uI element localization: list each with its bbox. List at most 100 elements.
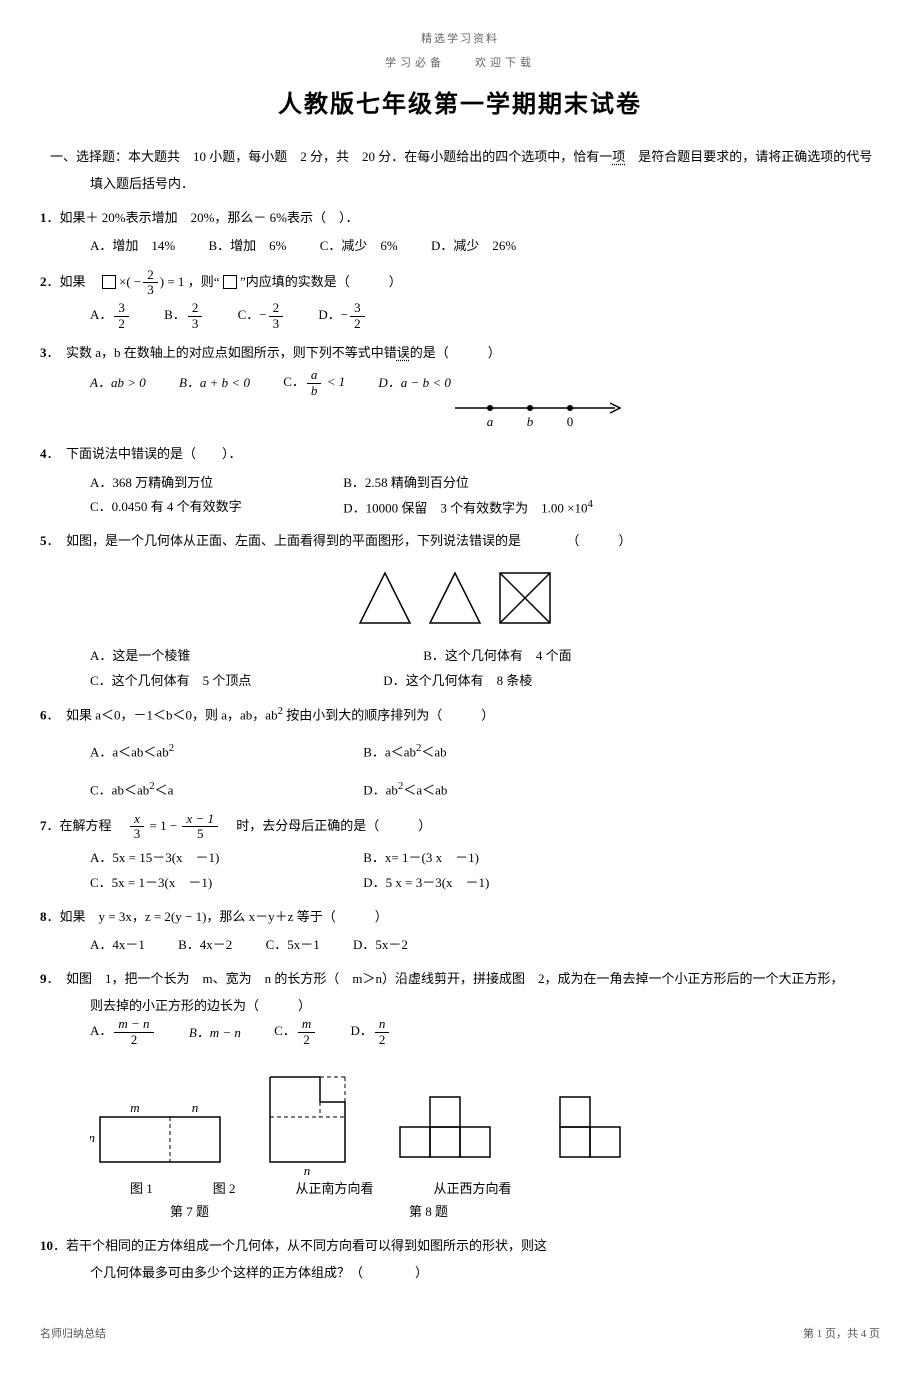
fig2-label: 图 2 xyxy=(213,1177,236,1200)
intro-text-1c: 是符合题目要求的，请将正确选项的代号 xyxy=(625,149,872,164)
q6c-b: ＜a xyxy=(155,782,174,797)
svg-text:n: n xyxy=(90,1130,95,1145)
question-9: 9． 如图 1，把一个长为 m、宽为 n 的长方形（ m＞n）沿虚线剪开，拼接成… xyxy=(40,967,880,990)
sub-cap-1: 第 7 题 xyxy=(170,1200,209,1223)
footer-left: 名师归纳总结 xyxy=(40,1325,106,1345)
q9-stem: ． 如图 1，把一个长为 m、宽为 n 的长方形（ m＞n）沿虚线剪开，拼接成图… xyxy=(47,971,844,986)
q2b-num: 2 xyxy=(188,301,203,316)
question-8: 8．如果 y = 3x，z = 2(y − 1)，那么 x－y＋z 等于（ ） xyxy=(40,905,880,928)
q1-opt-c: C．减少 6% xyxy=(320,234,398,257)
q6-opt-a: A．a＜ab＜ab2 xyxy=(90,739,330,764)
q1-opt-a: A．增加 14% xyxy=(90,234,175,257)
header-small-1: 精选学习资料 xyxy=(40,30,880,50)
q9c-den: 2 xyxy=(298,1033,315,1047)
q2-stem-a: ．如果 xyxy=(47,273,99,288)
q5-opt-c: C．这个几何体有 5 个顶点 xyxy=(90,669,350,692)
q2c-den: 3 xyxy=(269,317,284,331)
south-view-icon xyxy=(390,1087,520,1177)
q8-stem: ．如果 y = 3x，z = 2(y − 1)，那么 x－y＋z 等于（ ） xyxy=(47,909,388,924)
question-7: 7．在解方程 x3 = 1 − x − 15 时，去分母后正确的是（ ） xyxy=(40,812,880,842)
q7-frac1: x3 xyxy=(130,812,145,842)
page-title: 人教版七年级第一学期期末试卷 xyxy=(40,84,880,127)
q2-frac-den: 3 xyxy=(143,283,158,297)
q7-opt-b: B．x= 1－(3 x －1) xyxy=(363,846,479,869)
q3c-rest: < 1 xyxy=(323,374,345,389)
q8-opt-d: D．5x－2 xyxy=(353,933,408,956)
q6-opt-d: D．ab2＜a＜ab xyxy=(363,777,447,802)
q7f2-num: x − 1 xyxy=(182,812,218,827)
q7-options-1: A．5x = 15－3(x －1) B．x= 1－(3 x －1) xyxy=(90,845,880,870)
q6-options-1: A．a＜ab＜ab2 B．a＜ab2＜ab xyxy=(90,739,880,764)
q2d-num: 3 xyxy=(350,301,365,316)
q9d-num: n xyxy=(375,1017,390,1032)
q3c-num: a xyxy=(307,368,322,383)
q4-options-1: A．368 万精确到万位 B．2.58 精确到百分位 xyxy=(90,469,880,494)
q5-figures xyxy=(40,563,880,633)
q2c-num: 2 xyxy=(269,301,284,316)
q6-opt-b: B．a＜ab2＜ab xyxy=(363,739,446,764)
q7f2-den: 5 xyxy=(182,827,218,841)
q7-eq: = 1 − xyxy=(150,817,181,832)
box-icon xyxy=(102,275,116,289)
axis-b: b xyxy=(527,414,534,429)
q7-opt-d: D．5 x = 3－3(x －1) xyxy=(363,871,489,894)
header-small-2: 学习必备 欢迎下载 xyxy=(40,54,880,74)
q5-options-1: A．这是一个棱锥 B．这个几何体有 4 个面 xyxy=(90,643,880,668)
q10-stem1: ．若干个相同的正方体组成一个几何体，从不同方向看可以得到如图所示的形状，则这 xyxy=(53,1238,547,1253)
q9-opt-d: D．n2 xyxy=(350,1017,391,1047)
q6d-b: ＜a＜ab xyxy=(403,782,447,797)
question-1: 1．如果＋ 20%表示增加 20%，那么－ 6%表示（ ）． xyxy=(40,206,880,229)
q4-stem: ． 下面说法中错误的是（ ）． xyxy=(47,446,242,461)
number-line-icon: a b 0 xyxy=(450,398,630,432)
axis-0: 0 xyxy=(567,414,574,429)
q5-opt-b: B．这个几何体有 4 个面 xyxy=(423,644,571,667)
q3-stem-c: 的是（ ） xyxy=(410,345,501,360)
q4-options-2: C．0.0450 有 4 个有效数字 D．10000 保留 3 个有效数字为 1… xyxy=(90,494,880,519)
q2d-den: 2 xyxy=(350,317,365,331)
q7-frac2: x − 15 xyxy=(182,812,218,842)
sub-cap-2: 第 8 题 xyxy=(409,1200,448,1223)
q1-opt-b: B．增加 6% xyxy=(208,234,286,257)
q4d-a: D．10000 保留 3 个有效数字为 1.00 ×10 xyxy=(343,500,587,515)
q3-stem-a: ． 实数 a，b 在数轴上的对应点如图所示，则下列不等式中错 xyxy=(47,345,397,360)
q9-opt-a: A．m − n2 xyxy=(90,1017,156,1047)
south-label: 从正南方向看 xyxy=(296,1177,374,1200)
q6a-a: A．a＜ab＜ab xyxy=(90,745,169,760)
q9-stem2: 则去掉的小正方形的边长为（ ） xyxy=(90,994,880,1017)
q9a-num: m − n xyxy=(114,1017,153,1032)
svg-text:n: n xyxy=(192,1100,199,1115)
axis-a: a xyxy=(487,414,494,429)
q6-stem-a: ． 如果 a＜0，－1＜b＜0，则 a，ab，ab xyxy=(47,707,278,722)
q2b-den: 3 xyxy=(188,317,203,331)
fig1-icon: m n n xyxy=(90,1077,230,1177)
fig1-label: 图 1 xyxy=(130,1177,153,1200)
svg-text:n: n xyxy=(304,1163,311,1177)
q4-opt-c: C．0.0450 有 4 个有效数字 xyxy=(90,495,310,518)
q3-opt-b: B．a + b < 0 xyxy=(179,371,250,394)
q3-stem-b: 误 xyxy=(397,345,410,360)
q3-number-line: a b 0 xyxy=(200,398,880,432)
q4-opt-b: B．2.58 精确到百分位 xyxy=(343,471,469,494)
west-view-icon xyxy=(550,1087,640,1177)
intro-text-1a: 一、选择题：本大题共 10 小题，每小题 2 分，共 20 分．在每小题给出的四… xyxy=(50,149,612,164)
fig2-icon: n xyxy=(260,1067,360,1177)
q1-stem: ．如果＋ 20%表示增加 20%，那么－ 6%表示（ ）． xyxy=(47,210,359,225)
west-label: 从正西方向看 xyxy=(434,1177,512,1200)
q2-opt-b: B．23 xyxy=(164,301,204,331)
q7-opt-a: A．5x = 15－3(x －1) xyxy=(90,846,330,869)
question-3: 3． 实数 a，b 在数轴上的对应点如图所示，则下列不等式中错误的是（ ） xyxy=(40,341,880,364)
q6d-a: D．ab xyxy=(363,782,398,797)
q3-opt-a: A．ab > 0 xyxy=(90,371,146,394)
q2a-den: 2 xyxy=(114,317,129,331)
q3-opt-c: C．ab < 1 xyxy=(283,368,345,398)
q7f1-num: x xyxy=(130,812,145,827)
q6-stem-b: 按由小到大的顺序排列为（ ） xyxy=(283,707,494,722)
q5-views-icon xyxy=(350,563,570,633)
page-footer: 名师归纳总结 第 1 页，共 4 页 xyxy=(40,1325,880,1345)
q2-stem-b: ，则“ xyxy=(188,273,220,288)
q6a-sup: 2 xyxy=(169,742,174,754)
question-5: 5． 如图，是一个几何体从正面、左面、上面看得到的平面图形，下列说法错误的是 （… xyxy=(40,529,880,552)
q7-options-2: C．5x = 1－3(x －1) D．5 x = 3－3(x －1) xyxy=(90,870,880,895)
question-10: 10．若干个相同的正方体组成一个几何体，从不同方向看可以得到如图所示的形状，则这 xyxy=(40,1234,880,1257)
question-6: 6． 如果 a＜0，－1＜b＜0，则 a，ab，ab2 按由小到大的顺序排列为（… xyxy=(40,702,880,727)
